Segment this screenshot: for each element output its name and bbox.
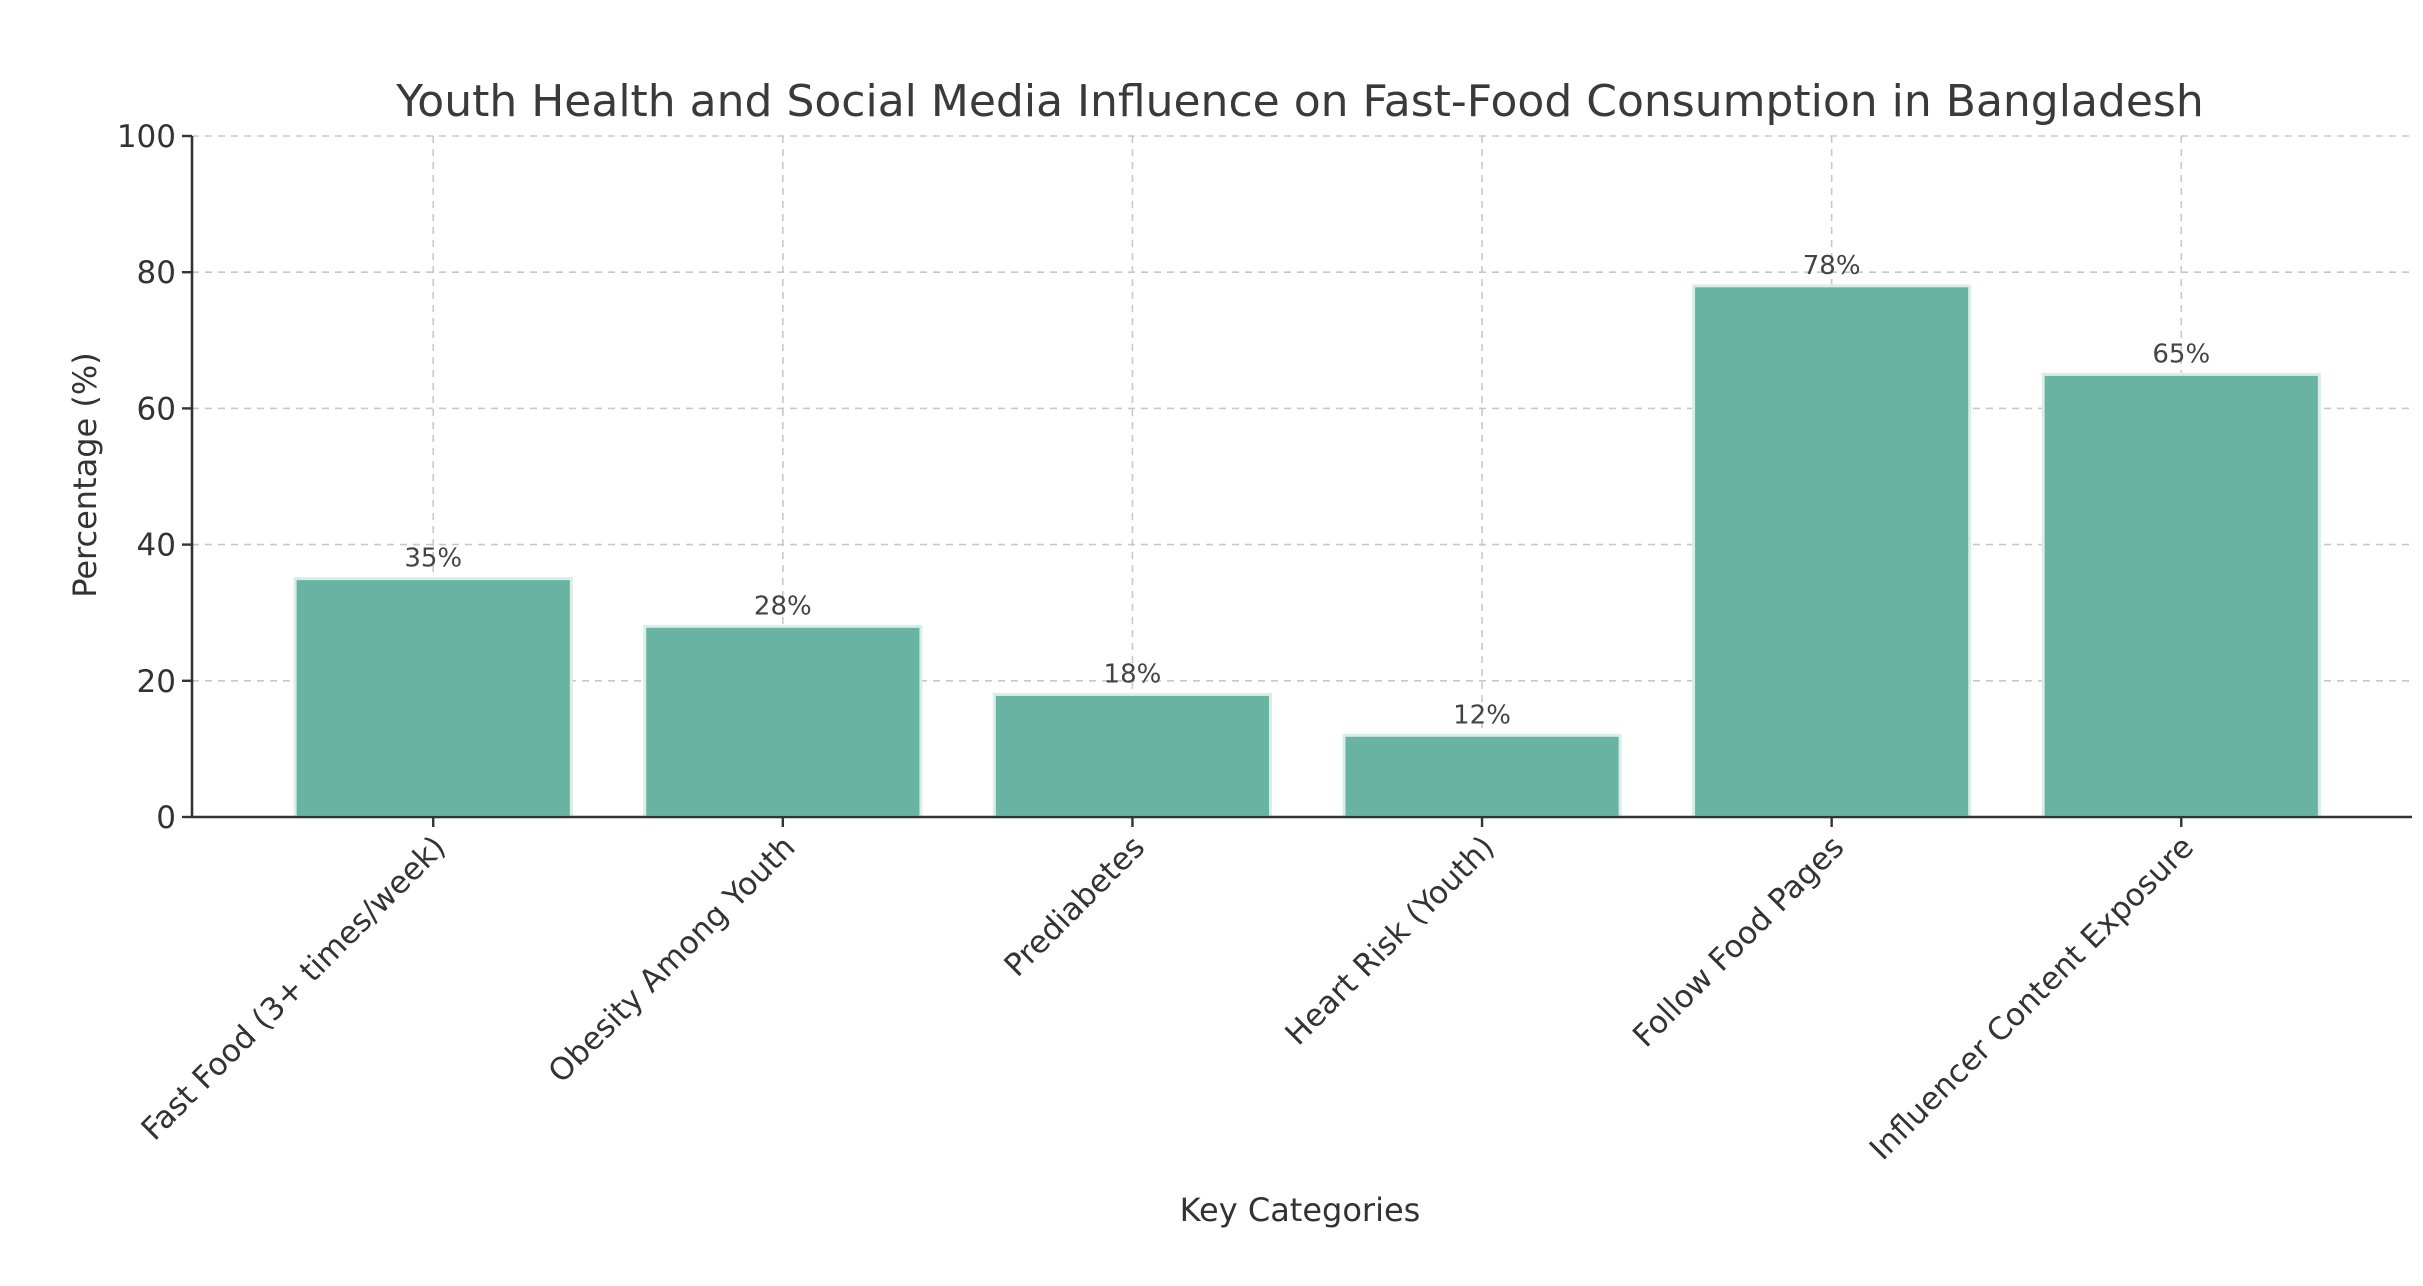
x-tick-label: Heart Risk (Youth) [1278, 829, 1501, 1052]
bar [1692, 284, 1972, 819]
x-axis-label: Key Categories [1180, 1191, 1421, 1229]
data-label: 35% [404, 544, 462, 574]
y-axis-label: Percentage (%) [66, 352, 104, 598]
y-tick-label: 100 [117, 119, 176, 155]
y-tick-label: 40 [137, 528, 176, 564]
chart-title: Youth Health and Social Media Influence … [395, 76, 2203, 127]
axes [190, 136, 2412, 819]
bar [2041, 372, 2321, 819]
data-label: 65% [2152, 339, 2210, 369]
bar [1342, 733, 1622, 819]
data-label: 78% [1803, 251, 1861, 281]
bar [643, 624, 923, 819]
bar [293, 577, 573, 819]
bar [992, 692, 1273, 819]
x-tick-label: Influencer Content Exposure [1863, 829, 2201, 1167]
y-tick-label: 60 [137, 391, 176, 427]
data-label: 18% [1104, 659, 1162, 689]
x-ticks: Fast Food (3+ times/week) Obesity Among Y… [135, 817, 2201, 1167]
y-tick-label: 80 [137, 255, 176, 291]
data-label: 12% [1453, 700, 1511, 730]
y-tick-label: 0 [156, 800, 176, 836]
bars [293, 284, 2321, 819]
data-labels: 35% 28% 18% 12% 78% 65% [404, 251, 2210, 730]
data-label: 28% [754, 591, 812, 621]
y-tick-label: 20 [137, 664, 176, 700]
x-tick-label: Obesity Among Youth [542, 829, 803, 1090]
x-tick-label: Fast Food (3+ times/week) [135, 829, 453, 1147]
x-tick-label: Follow Food Pages [1626, 829, 1851, 1054]
x-tick-label: Prediabetes [997, 829, 1152, 984]
y-ticks: 0 20 40 60 80 100 [117, 119, 192, 836]
